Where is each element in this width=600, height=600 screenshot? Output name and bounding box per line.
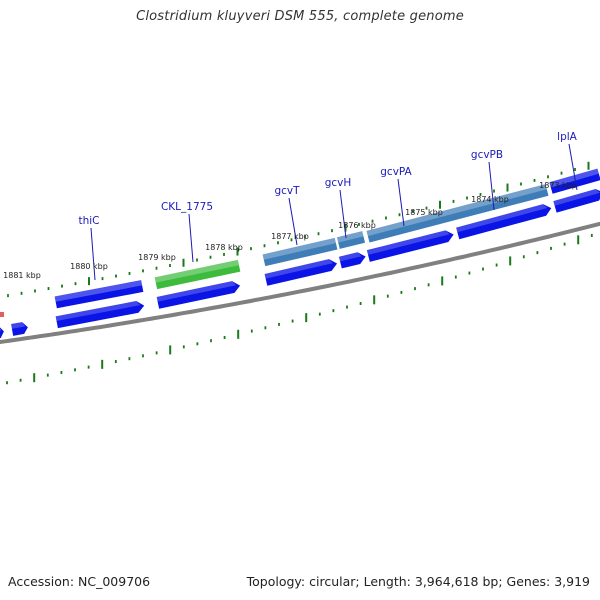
kbp-label: 1874 kbp bbox=[471, 195, 509, 204]
kbp-label: 1873 kbp bbox=[539, 181, 577, 190]
kbp-label: 1881 kbp bbox=[3, 271, 41, 280]
gene-label: thiC bbox=[78, 215, 99, 227]
gene-label: gcvT bbox=[274, 185, 300, 197]
gene-label: gcvPB bbox=[471, 149, 503, 161]
accession-text: Accession: NC_009706 bbox=[8, 574, 151, 589]
kbp-label: 1880 kbp bbox=[70, 262, 108, 271]
gene-bar-gcvpa-gcvpb bbox=[366, 184, 549, 243]
gene-bar-thic bbox=[54, 280, 144, 309]
gene-label: gcvH bbox=[325, 177, 352, 189]
gene-label-leader bbox=[90, 227, 96, 281]
cds-arrow bbox=[366, 230, 454, 262]
gene-label-layer: thiC CKL_1775 gcvT gcvH gcvPA gcvPB lplA bbox=[78, 131, 578, 281]
map-title: Clostridium kluyveri DSM 555, complete g… bbox=[136, 9, 464, 24]
gene-label-leader bbox=[288, 197, 298, 246]
kbp-label: 1878 kbp bbox=[205, 243, 243, 252]
gene-label: gcvPA bbox=[380, 166, 412, 178]
gene-label-leader bbox=[397, 178, 405, 227]
outer-tick-track bbox=[7, 161, 590, 298]
cds-arrow bbox=[338, 252, 366, 269]
gene-label-leader bbox=[488, 161, 495, 211]
kbp-label: 1875 kbp bbox=[405, 208, 443, 217]
genome-summary-text: Topology: circular; Length: 3,964,618 bp… bbox=[246, 574, 590, 589]
kbp-label-layer: 1881 kbp 1880 kbp 1879 kbp 1878 kbp 1877 kbp… bbox=[3, 181, 577, 280]
kbp-label: 1876 kbp bbox=[338, 221, 376, 230]
cds-arrow bbox=[264, 259, 338, 286]
gene-label-leader bbox=[339, 189, 347, 239]
cds-arrow bbox=[11, 322, 28, 336]
cds-arrow bbox=[156, 281, 241, 309]
gene-label-leader bbox=[568, 143, 578, 191]
cds-arrow bbox=[55, 301, 145, 329]
rna-marker bbox=[0, 312, 4, 317]
gene-bar-gcvh bbox=[336, 231, 366, 249]
gene-label: CKL_1775 bbox=[161, 201, 213, 213]
genome-backbone bbox=[0, 221, 600, 345]
gene-bar-ckl-1775 bbox=[154, 259, 241, 290]
gene-bar-gcvt bbox=[262, 237, 338, 267]
cds-arrow bbox=[456, 204, 552, 240]
gene-label: lplA bbox=[557, 131, 577, 143]
cds-arrow bbox=[0, 326, 4, 340]
kbp-label: 1879 kbp bbox=[138, 253, 176, 262]
cds-arrow bbox=[553, 189, 600, 213]
kbp-label: 1877 kbp bbox=[271, 232, 309, 241]
inner-tick-track bbox=[6, 233, 593, 385]
gene-label-leader bbox=[188, 213, 194, 263]
feature-track bbox=[0, 168, 600, 345]
